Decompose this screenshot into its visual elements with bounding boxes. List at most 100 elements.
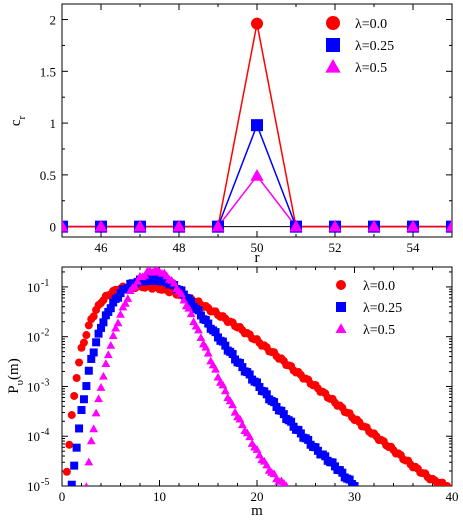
y-tick-label: 0.5 — [40, 168, 56, 183]
y-tick-exponent: -2 — [41, 328, 49, 339]
data-point — [106, 340, 116, 349]
x-tick-label: 48 — [173, 240, 186, 255]
data-point — [211, 328, 220, 337]
data-point — [97, 323, 105, 332]
y-tick-label: 0 — [50, 220, 57, 235]
data-point — [251, 119, 263, 132]
data-point — [67, 480, 76, 486]
data-point — [237, 420, 247, 429]
data-point — [270, 398, 279, 407]
y-tick-label: 1 — [50, 116, 57, 131]
data-point — [245, 432, 255, 441]
data-point — [120, 298, 130, 307]
legend-marker — [325, 58, 341, 73]
top-x-axis-label: r — [255, 250, 260, 266]
data-point — [186, 309, 196, 318]
y-tick-label: 10 — [27, 379, 40, 394]
y-tick-label: 10 — [27, 479, 40, 494]
data-point — [283, 481, 289, 486]
data-point — [123, 294, 133, 302]
data-point — [287, 417, 296, 426]
data-point — [194, 325, 203, 334]
data-point — [350, 482, 359, 486]
data-point — [94, 394, 103, 403]
data-point — [108, 331, 118, 340]
data-point — [211, 364, 220, 373]
data-point — [443, 482, 452, 486]
data-point — [113, 318, 123, 327]
data-point — [92, 338, 101, 347]
data-point — [328, 219, 342, 232]
top-y-axis-label: cr — [8, 116, 28, 127]
data-point — [99, 371, 108, 380]
data-point — [75, 424, 84, 433]
data-point — [70, 461, 79, 470]
data-point — [218, 380, 228, 389]
legend-label: λ=0.25 — [363, 301, 402, 316]
data-point — [79, 338, 88, 347]
data-point — [169, 278, 179, 287]
data-point — [116, 309, 125, 318]
data-point — [220, 386, 230, 395]
data-point — [406, 219, 420, 232]
data-point — [101, 359, 111, 368]
data-point — [184, 303, 194, 312]
data-point — [140, 270, 150, 279]
data-point — [221, 341, 230, 350]
data-point — [228, 400, 238, 409]
data-point — [345, 475, 354, 484]
data-point — [201, 342, 211, 351]
data-point — [84, 457, 94, 466]
data-point — [89, 348, 98, 357]
data-point — [86, 436, 96, 445]
data-point — [289, 219, 303, 232]
top-series — [62, 17, 452, 233]
data-point — [133, 276, 142, 285]
x-tick-label: 30 — [348, 489, 361, 504]
x-tick-label: 54 — [407, 240, 421, 255]
series-line — [62, 174, 452, 228]
data-point — [304, 435, 313, 444]
data-point — [252, 445, 262, 453]
data-point — [91, 408, 101, 417]
data-point — [179, 295, 189, 304]
data-point — [94, 329, 103, 338]
data-point — [114, 293, 123, 302]
data-point — [133, 219, 147, 232]
data-point — [218, 337, 227, 346]
data-point — [94, 219, 108, 232]
data-point — [211, 219, 225, 232]
data-point — [250, 169, 264, 181]
data-point — [187, 297, 196, 306]
x-tick-label: 46 — [95, 240, 109, 255]
data-point — [67, 411, 76, 420]
y-tick-exponent: -5 — [41, 477, 49, 488]
data-point — [89, 424, 99, 433]
data-point — [123, 284, 132, 293]
y-tick-label: 2 — [50, 13, 57, 28]
data-point — [177, 289, 186, 298]
bottom-legend: λ=0.0 λ=0.25 λ=0.5 — [335, 279, 402, 338]
data-point — [72, 373, 81, 382]
y-tick-label: 10 — [27, 429, 40, 444]
y-tick-exponent: -4 — [41, 427, 49, 438]
data-point — [251, 17, 263, 30]
data-point — [194, 306, 203, 315]
x-tick-label: 10 — [153, 489, 166, 504]
data-point — [321, 452, 330, 461]
data-point — [296, 429, 305, 438]
data-point — [172, 219, 186, 232]
top-legend: λ=0.0 λ=0.25 λ=0.5 — [325, 16, 394, 76]
y-tick-exponent: -1 — [41, 278, 49, 289]
top-axis-ticks: 46 48 50 52 54 0 0.5 1 1.5 2 — [40, 4, 453, 255]
svg-text:cr: cr — [8, 116, 28, 127]
data-point — [235, 414, 245, 423]
data-point — [96, 383, 106, 391]
data-point — [82, 331, 91, 340]
data-point — [89, 312, 98, 321]
data-point — [130, 281, 140, 290]
data-point — [82, 382, 91, 391]
bottom-x-axis-label: m — [251, 503, 263, 519]
legend-label: λ=0.5 — [355, 61, 387, 76]
